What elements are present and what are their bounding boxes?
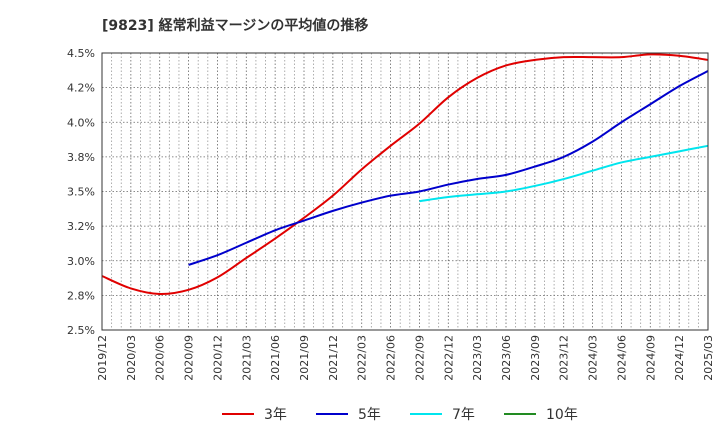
- y-tick-label: 3.2%: [67, 220, 95, 233]
- x-tick-label: 2021/03: [240, 335, 253, 381]
- x-tick-label: 2024/12: [673, 335, 686, 381]
- series-lines: [101, 53, 709, 295]
- x-tick-label: 2023/03: [471, 335, 484, 381]
- y-tick-label: 3.8%: [67, 151, 95, 164]
- x-tick-label: 2019/12: [96, 335, 109, 381]
- legend-label: 7年: [452, 407, 475, 423]
- x-tick-label: 2022/12: [442, 335, 455, 381]
- x-tick-label: 2024/09: [644, 335, 657, 381]
- legend-label: 5年: [358, 407, 381, 423]
- x-tick-label: 2020/03: [125, 335, 138, 381]
- legend-label: 3年: [264, 407, 287, 423]
- series-line-3: [419, 144, 709, 203]
- x-tick-label: 2022/03: [356, 335, 369, 381]
- y-tick-label: 4.5%: [67, 47, 95, 60]
- y-tick-label: 3.5%: [67, 186, 95, 199]
- chart-title: [9823] 経常利益マージンの平均値の推移: [102, 17, 368, 34]
- x-tick-label: 2021/06: [269, 335, 282, 381]
- x-tick-label: 2023/06: [500, 335, 513, 381]
- x-tick-label: 2022/06: [385, 335, 398, 381]
- x-axis: 2019/12 2020/03 2020/06 2020/09 2020/12 2021/…: [96, 335, 715, 381]
- y-tick-label: 2.5%: [67, 324, 95, 337]
- series-line-2: [188, 70, 709, 266]
- x-tick-label: 2024/06: [615, 335, 628, 381]
- y-tick-label: 2.8%: [67, 289, 95, 302]
- legend: 3年 5年 7年 10年: [222, 407, 578, 423]
- y-tick-label: 3.0%: [67, 255, 95, 268]
- x-tick-label: 2021/09: [298, 335, 311, 381]
- x-tick-label: 2023/12: [558, 335, 571, 381]
- y-tick-label: 4.2%: [67, 82, 95, 95]
- x-tick-label: 2021/12: [327, 335, 340, 381]
- legend-label: 10年: [546, 407, 578, 423]
- series-line-1: [101, 53, 709, 295]
- x-tick-label: 2020/12: [211, 335, 224, 381]
- x-tick-label: 2023/09: [529, 335, 542, 381]
- y-tick-label: 4.0%: [67, 116, 95, 129]
- x-tick-label: 2020/09: [183, 335, 196, 381]
- x-tick-label: 2020/06: [154, 335, 167, 381]
- x-tick-label: 2025/03: [702, 335, 715, 381]
- plot-frame: [101, 52, 709, 331]
- y-axis: 2.5% 2.8% 3.0% 3.2% 3.5% 3.8% 4.0% 4.2% 4.5%: [67, 47, 95, 337]
- grid: [102, 53, 708, 330]
- x-tick-label: 2024/03: [587, 335, 600, 381]
- x-tick-label: 2022/09: [413, 335, 426, 381]
